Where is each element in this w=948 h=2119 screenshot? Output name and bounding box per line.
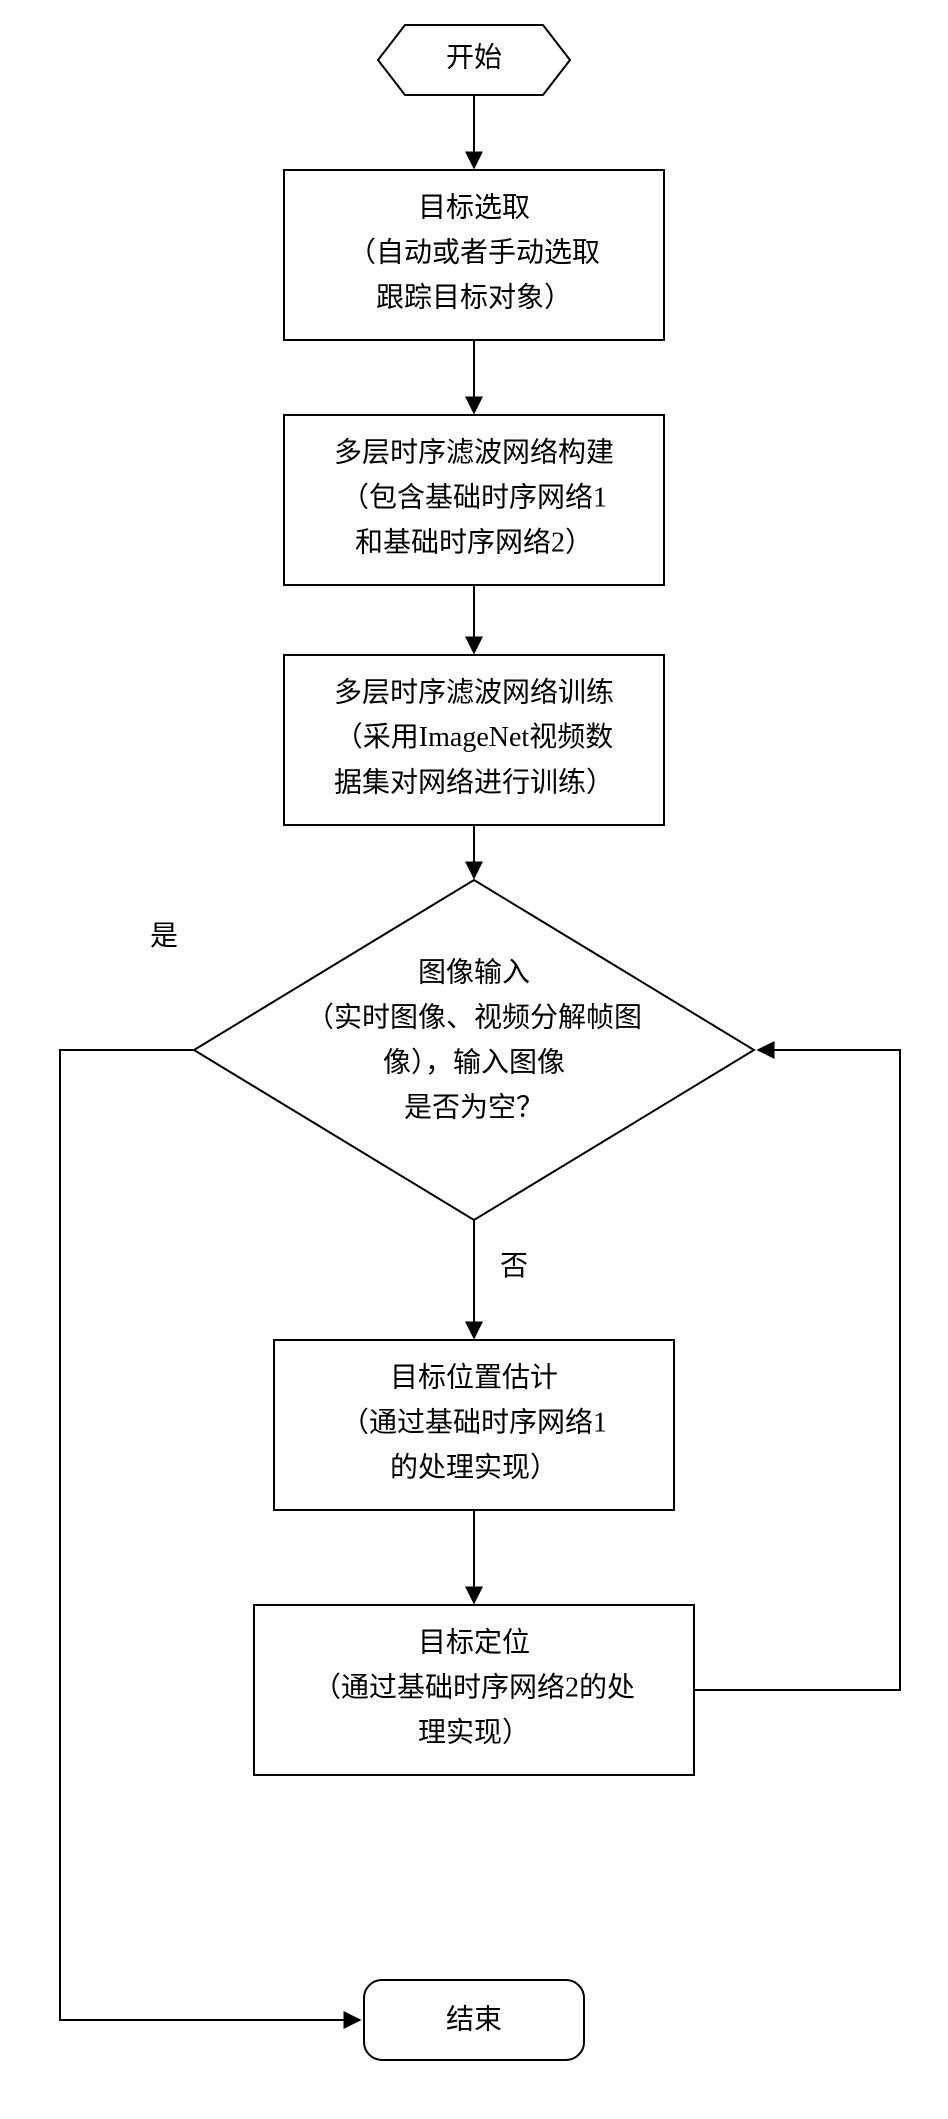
end-label: 结束	[446, 2003, 502, 2035]
locate-line2: （通过基础时序网络2的处	[313, 1671, 635, 1703]
node-end: 结束	[364, 1980, 584, 2060]
decision-line4: 是否为空？	[404, 1091, 544, 1123]
node-start: 开始	[378, 25, 570, 95]
node-decision: 图像输入 （实时图像、视频分解帧图 像），输入图像 是否为空？	[194, 880, 754, 1220]
node-build: 多层时序滤波网络构建 （包含基础时序网络1 和基础时序网络2）	[284, 415, 664, 585]
locate-line1: 目标定位	[418, 1626, 530, 1658]
decision-line3: 像），输入图像	[383, 1046, 565, 1078]
node-select: 目标选取 （自动或者手动选取 跟踪目标对象）	[284, 170, 664, 340]
estimate-line1: 目标位置估计	[390, 1361, 558, 1393]
build-line1: 多层时序滤波网络构建	[334, 436, 614, 468]
node-train: 多层时序滤波网络训练 （采用ImageNet视频数 据集对网络进行训练）	[284, 655, 664, 825]
decision-line1: 图像输入	[418, 956, 530, 988]
node-estimate: 目标位置估计 （通过基础时序网络1 的处理实现）	[274, 1340, 674, 1510]
locate-line3: 理实现）	[418, 1716, 530, 1748]
no-label: 否	[500, 1251, 528, 1282]
estimate-line3: 的处理实现）	[390, 1451, 558, 1483]
edge-locate-loop	[694, 1050, 900, 1690]
select-line3: 跟踪目标对象）	[376, 281, 572, 313]
estimate-line2: （通过基础时序网络1	[341, 1406, 607, 1438]
start-label: 开始	[446, 41, 502, 73]
train-line2: （采用ImageNet视频数	[335, 721, 613, 753]
select-line1: 目标选取	[418, 191, 530, 223]
build-line2: （包含基础时序网络1	[341, 481, 607, 513]
yes-label: 是	[150, 921, 178, 952]
train-line1: 多层时序滤波网络训练	[334, 676, 614, 708]
decision-line2: （实时图像、视频分解帧图	[306, 1001, 642, 1033]
flowchart-canvas: 开始 目标选取 （自动或者手动选取 跟踪目标对象） 多层时序滤波网络构建 （包含…	[0, 0, 948, 2119]
edge-decision-yes-end	[60, 1050, 360, 2020]
select-line2: （自动或者手动选取	[348, 236, 600, 268]
train-line3: 据集对网络进行训练）	[334, 766, 614, 798]
build-line3: 和基础时序网络2）	[355, 526, 593, 558]
node-locate: 目标定位 （通过基础时序网络2的处 理实现）	[254, 1605, 694, 1775]
